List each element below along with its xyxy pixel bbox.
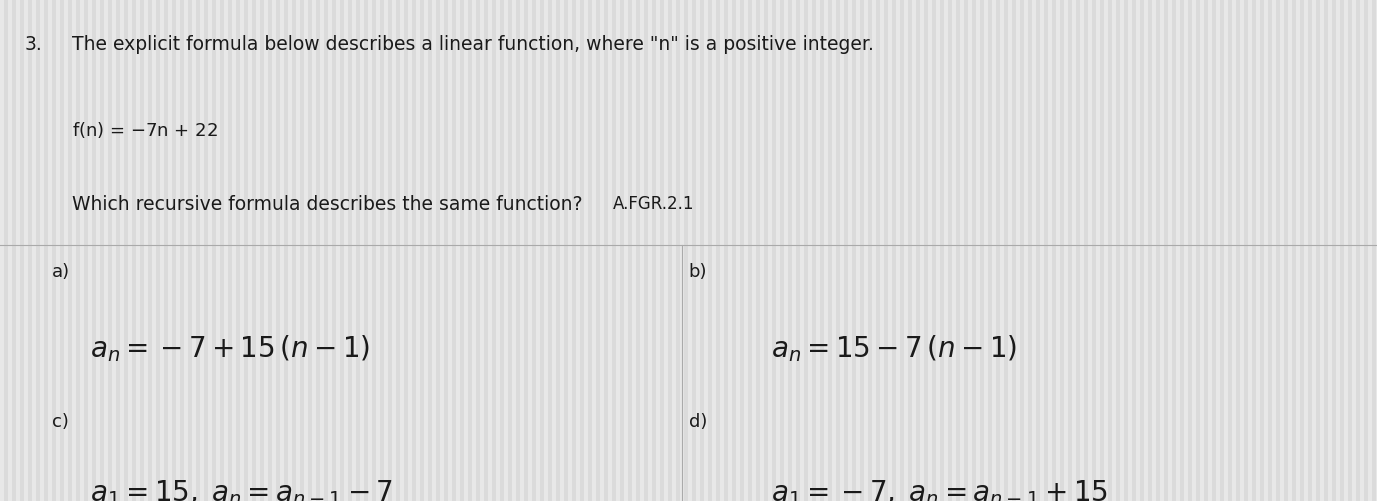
Text: c): c) [52,413,69,431]
Text: Which recursive formula describes the same function?: Which recursive formula describes the sa… [72,195,582,214]
Text: d): d) [688,413,706,431]
Text: a): a) [52,263,70,281]
Text: $a_n = 15 - 7\,(n - 1)$: $a_n = 15 - 7\,(n - 1)$ [771,333,1018,364]
Text: $a_1 = -7,\; a_n = a_{n-1} + 15$: $a_1 = -7,\; a_n = a_{n-1} + 15$ [771,478,1108,501]
Text: 3.: 3. [25,35,43,54]
Text: The explicit formula below describes a linear function, where "n" is a positive : The explicit formula below describes a l… [72,35,873,54]
Text: f(n) = $-$7n + 22: f(n) = $-$7n + 22 [72,120,218,140]
Text: $a_1 = 15,\; a_n = a_{n-1} - 7$: $a_1 = 15,\; a_n = a_{n-1} - 7$ [90,478,392,501]
Text: $a_n = -7 + 15\,(n - 1)$: $a_n = -7 + 15\,(n - 1)$ [90,333,370,364]
Text: A.FGR.2.1: A.FGR.2.1 [613,195,694,213]
Text: b): b) [688,263,706,281]
